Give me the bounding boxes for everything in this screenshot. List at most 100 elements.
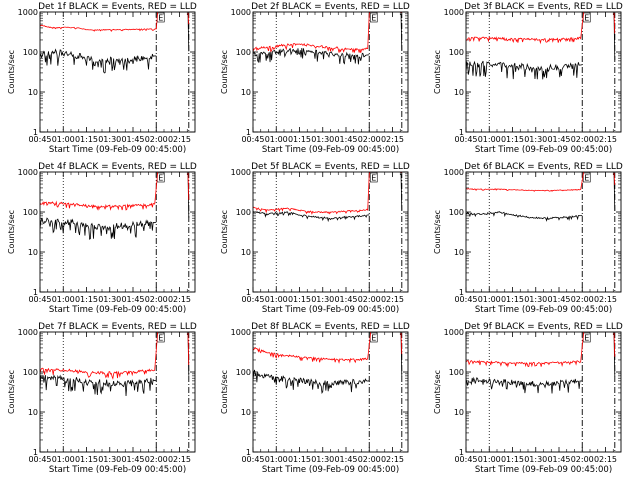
x-tick-label: 01:45 [334, 295, 357, 304]
x-tick-label: 00:45 [28, 455, 51, 464]
lld-tail-segment [613, 12, 616, 34]
x-tick-label: 01:45 [121, 295, 144, 304]
lld-tail-segment [187, 172, 190, 200]
y-axis-label: Counts/sec [220, 370, 229, 414]
y-tick-label: 100 [449, 48, 464, 57]
x-tick-label: 02:15 [381, 455, 404, 464]
events-tail-segment [400, 13, 403, 51]
x-tick-label: 01:30 [524, 135, 547, 144]
panel-title: Det 2f BLACK = Events, RED = LLD [251, 2, 410, 12]
x-tick-label: 01:00 [265, 135, 288, 144]
events-series-line [253, 211, 370, 223]
end-marker-label: E [158, 174, 163, 183]
x-tick-label: 02:00 [145, 295, 168, 304]
x-tick-label: 02:00 [571, 295, 594, 304]
y-tick-label: 1 [459, 288, 464, 297]
events-series-line [466, 60, 583, 80]
events-series-line [466, 211, 583, 222]
lld-tail-segment [187, 12, 190, 25]
y-tick-label: 1 [33, 288, 38, 297]
x-tick-label: 01:15 [288, 455, 311, 464]
x-axis-label: Start Time (09-Feb-09 00:45:00) [262, 465, 399, 475]
x-axis-label: Start Time (09-Feb-09 00:45:00) [475, 305, 612, 315]
lld-series-line [466, 172, 585, 192]
y-tick-label: 100 [236, 368, 251, 377]
x-tick-label: 01:45 [334, 135, 357, 144]
x-tick-label: 02:00 [145, 135, 168, 144]
x-tick-label: 01:15 [501, 455, 524, 464]
y-tick-label: 100 [449, 368, 464, 377]
x-tick-label: 02:00 [571, 135, 594, 144]
x-tick-label: 01:00 [265, 295, 288, 304]
panel-title: Det 7f BLACK = Events, RED = LLD [38, 322, 197, 332]
x-tick-label: 01:15 [75, 135, 98, 144]
lld-series-line [253, 172, 371, 215]
end-marker-label: E [158, 14, 163, 23]
events-series-line [253, 47, 370, 65]
x-tick-label: 01:30 [524, 455, 547, 464]
plot-panel-3: Det 3f BLACK = Events, RED = LLD 1 10 100 10… [433, 2, 623, 155]
events-series-line [40, 217, 157, 240]
x-tick-label: 01:45 [121, 455, 144, 464]
plot-frame [252, 11, 409, 133]
panel-title: Det 4f BLACK = Events, RED = LLD [38, 162, 197, 172]
y-tick-label: 1000 [18, 8, 38, 17]
panel-title: Det 1f BLACK = Events, RED = LLD [38, 2, 197, 12]
y-tick-label: 10 [28, 248, 38, 257]
y-tick-label: 10 [241, 88, 251, 97]
x-tick-label: 01:45 [121, 135, 144, 144]
plot-panel-5: Det 5f BLACK = Events, RED = LLD 1 10 100 10… [220, 162, 410, 315]
plot-frame [465, 331, 622, 453]
end-marker-label: E [158, 334, 163, 343]
y-tick-label: 1000 [18, 168, 38, 177]
plot-frame [39, 171, 196, 293]
x-tick-label: 01:30 [98, 295, 121, 304]
end-marker-box [369, 12, 378, 23]
x-tick-label: 01:15 [288, 135, 311, 144]
x-tick-label: 01:45 [547, 135, 570, 144]
lld-tail-segment [613, 332, 616, 357]
y-axis-label: Counts/sec [433, 370, 442, 414]
y-axis-label: Counts/sec [433, 210, 442, 254]
y-tick-label: 1000 [18, 328, 38, 337]
y-tick-label: 1000 [231, 328, 251, 337]
x-tick-label: 02:00 [358, 135, 381, 144]
y-tick-label: 100 [449, 208, 464, 217]
panel-title: Det 6f BLACK = Events, RED = LLD [464, 162, 623, 172]
y-tick-label: 100 [23, 208, 38, 217]
lld-tail-segment [613, 172, 616, 185]
panel-title: Det 5f BLACK = Events, RED = LLD [251, 162, 410, 172]
y-tick-label: 10 [241, 408, 251, 417]
y-axis-label: Counts/sec [7, 50, 16, 94]
x-tick-label: 01:15 [75, 455, 98, 464]
y-axis-label: Counts/sec [7, 210, 16, 254]
x-tick-label: 01:30 [524, 295, 547, 304]
plot-panel-7: Det 7f BLACK = Events, RED = LLD 1 10 100 10… [7, 322, 197, 475]
y-tick-label: 1000 [444, 8, 464, 17]
lld-series-line [40, 332, 159, 380]
y-tick-label: 10 [28, 408, 38, 417]
x-tick-label: 01:30 [311, 295, 334, 304]
x-axis-label: Start Time (09-Feb-09 00:45:00) [49, 145, 186, 155]
plot-panel-1: Det 1f BLACK = Events, RED = LLD 1 10 100 10… [7, 2, 197, 155]
y-tick-label: 10 [241, 248, 251, 257]
plot-panel-6: Det 6f BLACK = Events, RED = LLD 1 10 100 10… [433, 162, 623, 315]
x-axis-label: Start Time (09-Feb-09 00:45:00) [475, 465, 612, 475]
x-tick-label: 01:45 [334, 455, 357, 464]
plot-panel-9: Det 9f BLACK = Events, RED = LLD 1 10 100 10… [433, 322, 623, 475]
x-tick-label: 01:45 [547, 455, 570, 464]
events-series-line [253, 369, 370, 394]
x-tick-label: 01:30 [98, 135, 121, 144]
x-tick-label: 00:45 [28, 135, 51, 144]
panel-title: Det 8f BLACK = Events, RED = LLD [251, 322, 410, 332]
plot-panel-8: Det 8f BLACK = Events, RED = LLD 1 10 100 10… [220, 322, 410, 475]
x-tick-label: 01:00 [478, 455, 501, 464]
x-tick-label: 02:15 [168, 455, 191, 464]
y-tick-label: 1000 [231, 8, 251, 17]
lld-series-line [40, 172, 159, 211]
y-tick-label: 10 [454, 408, 464, 417]
events-series-line [466, 376, 583, 394]
y-axis-label: Counts/sec [433, 50, 442, 94]
x-axis-label: Start Time (09-Feb-09 00:45:00) [49, 465, 186, 475]
x-tick-label: 01:00 [265, 455, 288, 464]
